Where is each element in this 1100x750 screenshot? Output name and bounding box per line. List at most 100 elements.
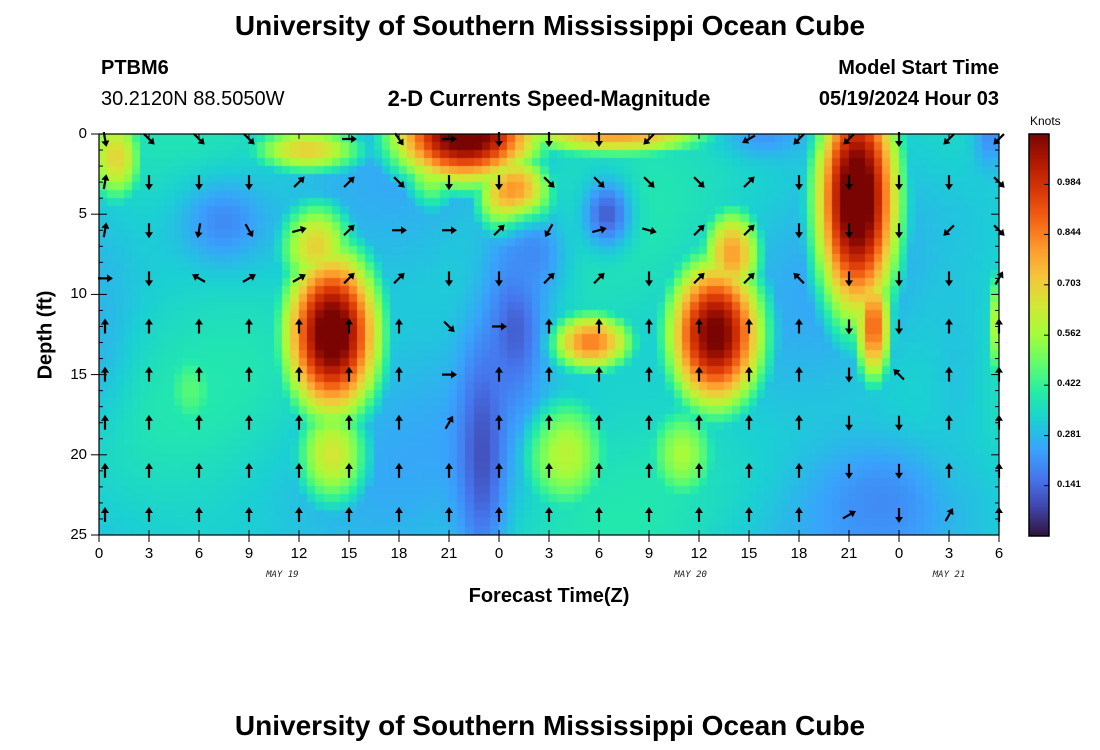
current-vector-arrow	[442, 226, 457, 235]
current-vector-arrow	[743, 224, 755, 236]
current-vector-arrow	[195, 366, 203, 382]
current-vector-arrow	[393, 272, 405, 285]
current-vector-arrow	[693, 224, 705, 236]
date-label: MAY 21	[932, 570, 966, 580]
colorbar-tick-label: 0.703	[1057, 277, 1081, 289]
current-vector-arrow	[145, 506, 153, 522]
colorbar-ticks	[1044, 183, 1049, 487]
current-vector-arrow	[101, 414, 109, 430]
current-vector-arrow	[843, 133, 855, 145]
x-tick-label: 6	[594, 545, 604, 562]
current-vector-arrow	[742, 134, 756, 144]
current-vector-arrow	[295, 366, 303, 382]
current-vector-arrow	[295, 318, 303, 334]
current-vector-arrow	[543, 272, 555, 285]
current-vector-arrow	[245, 414, 253, 430]
current-vector-arrow	[395, 366, 403, 382]
current-vector-arrow	[745, 318, 753, 334]
current-vector-arrow	[693, 272, 705, 285]
current-vector-arrow	[795, 175, 803, 191]
current-vector-arrow	[595, 366, 603, 382]
x-tick-label: 0	[894, 545, 904, 562]
current-vector-arrow	[492, 322, 507, 331]
current-vector-arrow	[595, 318, 603, 334]
current-vector-arrow	[395, 318, 403, 334]
y-tick-label: 20	[70, 445, 87, 463]
y-tick-label: 0	[78, 125, 87, 142]
y-tick-label: 15	[70, 365, 87, 383]
page-title-top: University of Southern Mississippi Ocean…	[234, 10, 866, 41]
current-vector-arrow	[443, 320, 455, 333]
current-vector-arrow	[643, 176, 655, 188]
x-axis-label: Forecast Time(Z)	[468, 585, 630, 607]
current-vector-arrow	[645, 271, 653, 287]
current-vector-arrow	[343, 224, 355, 236]
current-vector-arrow	[393, 176, 405, 188]
current-vector-arrow	[195, 318, 203, 334]
current-vector-arrow	[101, 506, 109, 522]
current-vector-arrow	[291, 225, 307, 234]
current-vector-arrow	[495, 366, 503, 382]
current-vector-arrow	[593, 272, 605, 285]
colorbar-unit: Knots	[1030, 114, 1061, 128]
current-vector-arrow	[845, 463, 853, 479]
current-vector-arrow	[845, 271, 853, 287]
colorbar-tick-label: 0.141	[1057, 478, 1081, 490]
current-vector-arrow	[143, 133, 155, 145]
current-vector-arrow	[545, 318, 553, 334]
current-vector-arrow	[645, 366, 653, 382]
current-vector-arrow	[292, 273, 306, 283]
current-vector-arrow	[345, 366, 353, 382]
current-vector-arrow	[695, 414, 703, 430]
current-vector-arrow	[342, 135, 357, 143]
current-vector-arrow	[895, 223, 903, 239]
current-vector-arrow	[745, 462, 753, 478]
current-vector-arrow	[295, 414, 303, 430]
x-tick-label: 0	[494, 545, 504, 562]
current-vector-arrow	[895, 507, 903, 523]
current-vector-arrow	[842, 510, 856, 520]
current-vector-arrow	[945, 175, 953, 191]
current-vector-arrow	[545, 462, 553, 478]
current-vector-arrow	[643, 133, 655, 145]
current-vector-arrow	[543, 176, 555, 188]
current-vector-arrow	[793, 133, 805, 145]
current-vector-arrow	[945, 414, 953, 430]
current-vector-arrow	[745, 366, 753, 382]
current-vector-arrow	[943, 224, 955, 236]
current-vector-arrow	[593, 176, 605, 188]
x-tick-label: 18	[390, 545, 408, 562]
current-vectors	[98, 131, 1005, 523]
colorbar-tick-label: 0.562	[1057, 328, 1081, 340]
model-start-time: 05/19/2024 Hour 03	[818, 88, 999, 110]
x-axis-ticks	[98, 134, 1000, 542]
current-vector-arrow	[245, 462, 253, 478]
current-vector-arrow	[495, 414, 503, 430]
current-vector-arrow	[495, 462, 503, 478]
x-tick-label: 21	[840, 545, 858, 562]
current-vector-arrow	[445, 462, 453, 478]
current-vector-arrow	[244, 223, 254, 238]
current-vector-arrow	[645, 318, 653, 334]
current-vector-arrow	[242, 273, 256, 283]
current-vector-arrow	[343, 272, 355, 285]
x-tick-label: 15	[340, 545, 358, 562]
current-vector-arrow	[245, 175, 253, 191]
current-vector-arrow	[795, 223, 803, 239]
y-tick-label: 5	[78, 205, 87, 223]
current-vector-arrow	[343, 176, 355, 188]
y-tick-label: 10	[70, 285, 87, 303]
current-vector-arrow	[145, 462, 153, 478]
x-tick-label: 3	[144, 545, 154, 562]
x-tick-label: 3	[944, 545, 954, 562]
current-vector-arrow	[545, 414, 553, 430]
current-vector-arrow	[695, 462, 703, 478]
x-tick-label: 18	[790, 545, 808, 562]
current-vector-arrow	[895, 415, 903, 431]
current-vector-arrow	[295, 462, 303, 478]
current-vector-arrow	[193, 133, 205, 145]
current-vector-arrow	[395, 506, 403, 522]
current-vector-arrow	[695, 506, 703, 522]
current-vector-arrow	[145, 175, 153, 191]
page-title-bottom: University of Southern Mississippi Ocean…	[234, 710, 866, 741]
